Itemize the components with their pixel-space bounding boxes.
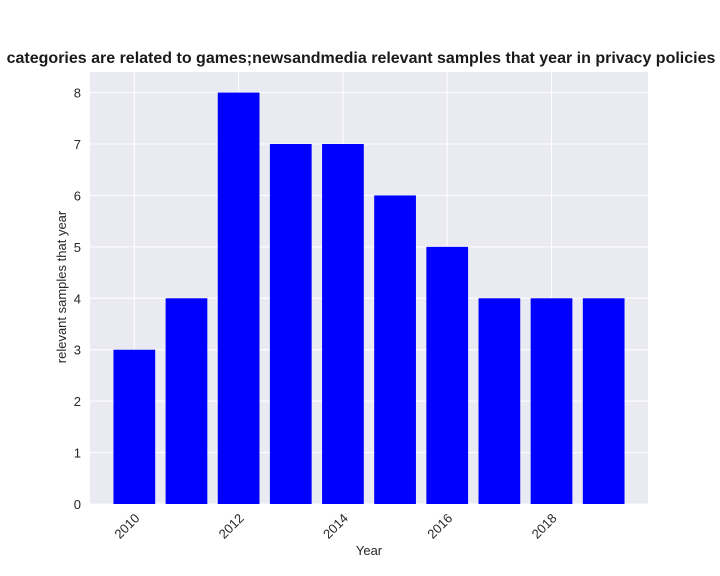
bar-2015 bbox=[374, 195, 416, 504]
bar-2014 bbox=[322, 144, 364, 504]
x-tick-label: 2014 bbox=[320, 511, 351, 542]
bars bbox=[113, 92, 625, 505]
bar-2018 bbox=[530, 298, 573, 504]
y-tick-label: 1 bbox=[74, 446, 81, 461]
bar-2013 bbox=[269, 144, 312, 504]
bar-2016 bbox=[426, 246, 469, 504]
x-tick-label: 2010 bbox=[111, 511, 142, 542]
bar-2019 bbox=[582, 298, 625, 504]
y-tick-label: 2 bbox=[74, 394, 81, 409]
y-tick-label: 8 bbox=[74, 86, 81, 101]
x-axis-ticks: 2010 2012 2014 2016 2018 bbox=[111, 511, 559, 542]
x-tick-label: 2016 bbox=[424, 511, 455, 542]
chart-title: categories are related to games;newsandm… bbox=[7, 50, 716, 67]
y-tick-label: 4 bbox=[74, 291, 81, 306]
bar-2017 bbox=[478, 298, 521, 504]
bar-2011 bbox=[165, 298, 208, 504]
y-tick-label: 3 bbox=[74, 343, 81, 358]
bar-2010 bbox=[113, 349, 156, 504]
y-tick-label: 0 bbox=[74, 497, 81, 512]
x-axis-label: Year bbox=[356, 543, 383, 558]
y-tick-label: 6 bbox=[74, 188, 81, 203]
y-tick-label: 7 bbox=[74, 137, 81, 152]
y-tick-label: 5 bbox=[74, 240, 81, 255]
bar-2012 bbox=[217, 92, 260, 505]
x-tick-label: 2018 bbox=[529, 511, 560, 542]
y-axis-label: relevant samples that year bbox=[54, 210, 69, 363]
x-tick-label: 2012 bbox=[216, 511, 247, 542]
y-axis-ticks: 0 1 2 3 4 5 6 7 8 bbox=[74, 86, 81, 512]
